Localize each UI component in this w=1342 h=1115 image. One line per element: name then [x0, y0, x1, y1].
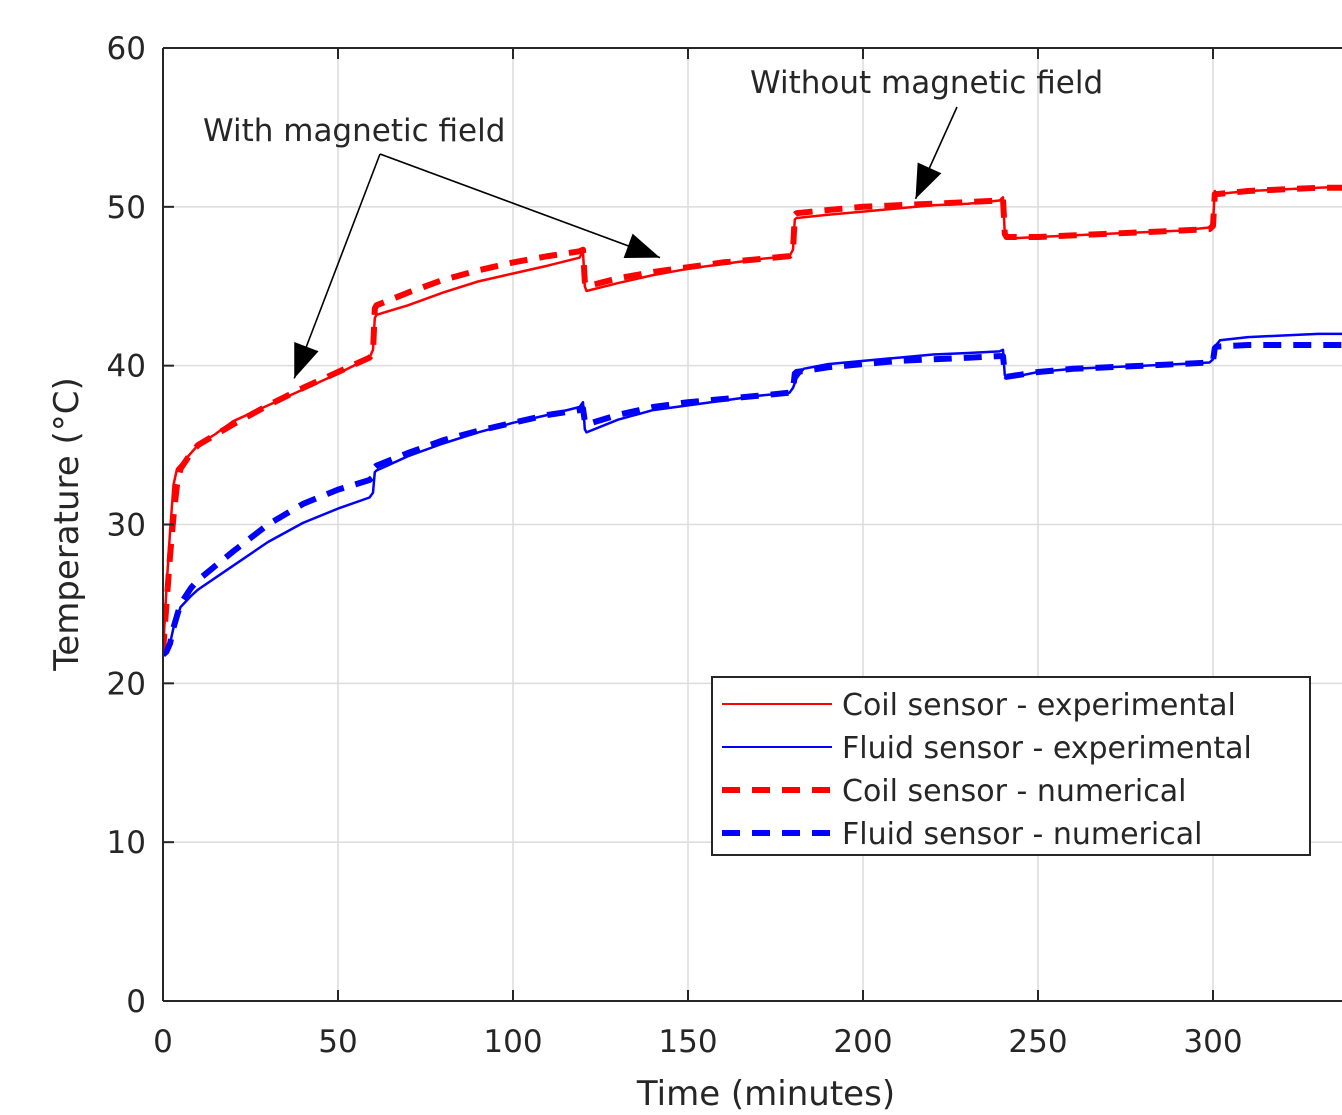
x-tick-label: 250 — [1008, 1024, 1067, 1060]
y-tick-label: 50 — [107, 190, 146, 226]
x-tick-label: 150 — [658, 1024, 717, 1060]
y-axis-label: Temperature (°C) — [47, 377, 87, 671]
y-tick-label: 60 — [107, 31, 146, 67]
annotation-arrows — [293, 106, 958, 379]
legend-label: Coil sensor - numerical — [842, 774, 1186, 809]
x-tick-label: 100 — [483, 1024, 542, 1060]
arrow-with-field-left — [293, 153, 381, 379]
x-axis-label: Time (minutes) — [636, 1074, 895, 1114]
legend-entry-2: Fluid sensor - experimental — [722, 731, 1252, 766]
y-tick-label: 20 — [107, 666, 146, 702]
y-tick-label: 10 — [107, 825, 146, 861]
y-tick-label: 0 — [126, 984, 146, 1020]
annotation-with-field: With magnetic field — [203, 113, 505, 149]
legend-label: Coil sensor - experimental — [842, 688, 1236, 723]
legend-label: Fluid sensor - numerical — [842, 817, 1202, 852]
series-line-2 — [163, 332, 1342, 656]
legend-label: Fluid sensor - experimental — [842, 731, 1252, 766]
series-layer — [163, 184, 1342, 657]
y-tick-label: 30 — [107, 508, 146, 544]
legend-box — [711, 676, 1311, 856]
legend-entry-4: Fluid sensor - numerical — [722, 817, 1202, 852]
annotation-without-field: Without magnetic field — [750, 65, 1103, 101]
x-tick-label: 300 — [1183, 1024, 1242, 1060]
y-tick-label: 40 — [107, 349, 146, 385]
legend-entry-1: Coil sensor - experimental — [722, 688, 1236, 723]
legend-entry-3: Coil sensor - numerical — [722, 774, 1186, 809]
arrow-with-field-right — [379, 153, 661, 259]
x-tick-label: 50 — [318, 1024, 357, 1060]
arrow-without-field — [914, 106, 958, 200]
x-tick-label: 200 — [833, 1024, 892, 1060]
legend: Coil sensor - experimental Fluid sensor -… — [711, 676, 1311, 856]
annotations: With magnetic field Without magnetic fie… — [203, 65, 1103, 149]
x-tick-label: 0 — [153, 1024, 173, 1060]
series-line-1 — [163, 185, 1342, 652]
ticks: 0 50 100 150 200 250 300 0 10 20 30 40 50 60 — [107, 31, 1243, 1060]
